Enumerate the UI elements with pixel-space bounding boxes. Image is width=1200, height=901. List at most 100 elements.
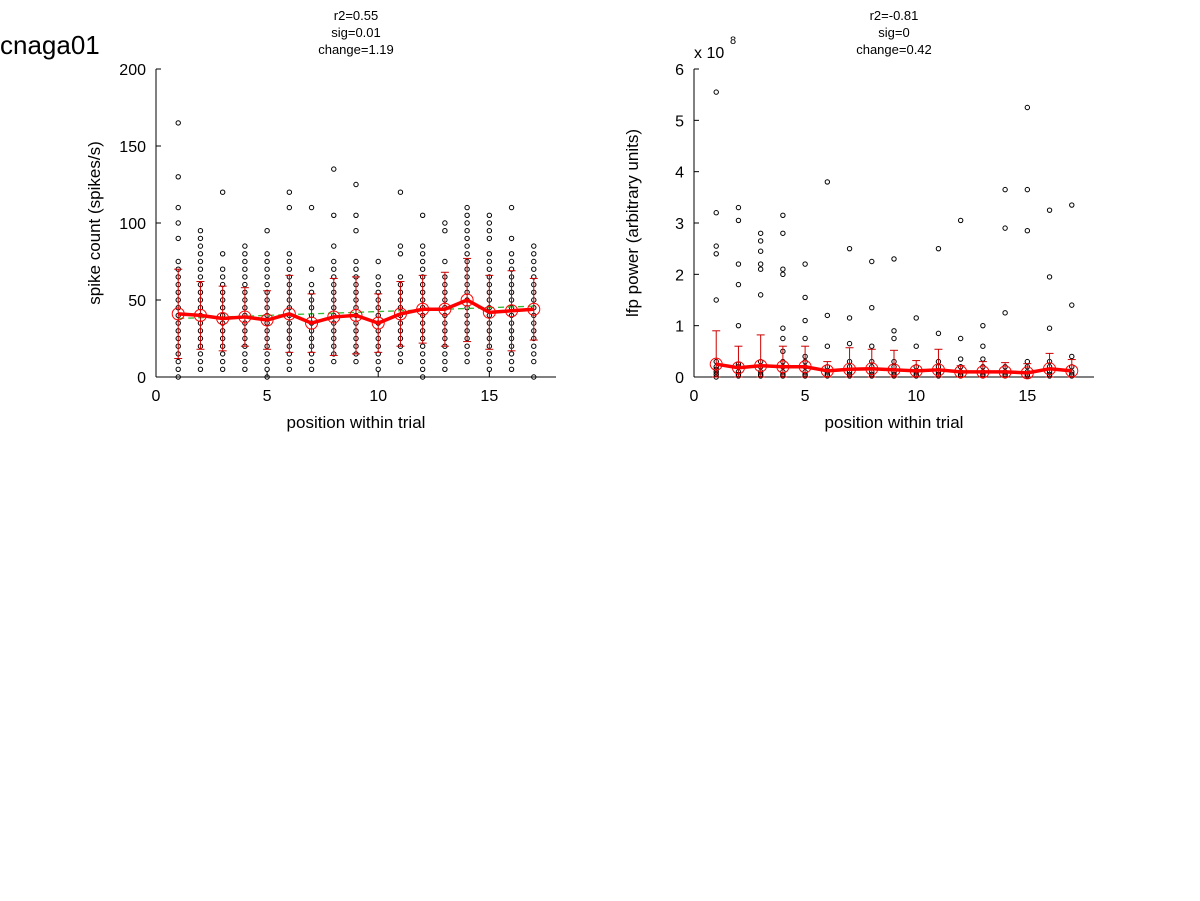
data-point bbox=[286, 258, 293, 265]
data-point bbox=[419, 358, 426, 365]
data-point bbox=[531, 243, 537, 249]
data-point bbox=[264, 251, 270, 257]
data-point bbox=[891, 256, 897, 262]
data-point bbox=[464, 220, 470, 226]
data-point bbox=[219, 274, 226, 280]
data-point bbox=[869, 258, 875, 265]
data-point bbox=[419, 374, 426, 380]
data-point bbox=[375, 281, 381, 288]
data-point bbox=[264, 228, 270, 234]
data-point bbox=[891, 328, 897, 334]
data-point bbox=[824, 312, 831, 319]
data-point bbox=[353, 266, 359, 272]
data-point bbox=[419, 343, 426, 349]
data-point bbox=[242, 366, 248, 372]
data-point bbox=[308, 281, 315, 288]
data-point bbox=[757, 248, 764, 254]
data-point bbox=[242, 351, 248, 357]
mean-marker bbox=[527, 302, 541, 316]
data-point bbox=[531, 266, 537, 272]
y-tick-label: 0 bbox=[675, 370, 684, 387]
data-point bbox=[442, 351, 448, 357]
mean-marker bbox=[976, 365, 990, 379]
data-point bbox=[331, 266, 337, 272]
mean-marker bbox=[371, 316, 385, 330]
data-point bbox=[353, 181, 359, 188]
data-point bbox=[419, 351, 426, 357]
data-point bbox=[197, 358, 204, 365]
data-point bbox=[397, 189, 404, 195]
mean-marker bbox=[887, 363, 901, 377]
mean-marker bbox=[909, 364, 923, 378]
data-point bbox=[264, 358, 270, 365]
y-tick-label: 4 bbox=[675, 165, 684, 182]
data-point bbox=[197, 251, 204, 257]
data-point bbox=[780, 271, 786, 278]
data-point bbox=[197, 235, 204, 242]
data-point bbox=[713, 251, 719, 257]
mean-marker bbox=[171, 307, 185, 321]
data-point bbox=[1002, 225, 1008, 231]
data-point bbox=[486, 358, 493, 365]
data-point bbox=[219, 266, 226, 272]
data-point bbox=[397, 351, 404, 357]
data-point bbox=[464, 351, 470, 357]
data-point bbox=[175, 220, 181, 226]
data-point bbox=[913, 343, 919, 349]
data-point bbox=[175, 204, 181, 211]
data-point bbox=[197, 258, 204, 265]
data-point bbox=[757, 238, 764, 244]
data-point bbox=[869, 305, 875, 311]
scale-exponent: 8 bbox=[730, 35, 736, 47]
data-point bbox=[264, 366, 270, 372]
data-point bbox=[242, 258, 248, 265]
data-point bbox=[219, 251, 226, 257]
data-point bbox=[735, 217, 742, 224]
data-point bbox=[846, 245, 853, 252]
data-point bbox=[175, 258, 181, 265]
data-point bbox=[464, 358, 470, 365]
y-tick-label: 100 bbox=[119, 216, 146, 233]
data-point bbox=[913, 315, 919, 321]
data-point bbox=[508, 366, 515, 372]
mean-marker bbox=[998, 365, 1012, 379]
data-point bbox=[219, 351, 226, 357]
data-point bbox=[757, 261, 764, 267]
data-point bbox=[331, 166, 337, 172]
data-point bbox=[713, 297, 719, 303]
data-point bbox=[242, 358, 248, 365]
data-point bbox=[757, 266, 764, 272]
mean-marker bbox=[349, 308, 363, 322]
mean-marker bbox=[416, 302, 430, 316]
data-point bbox=[531, 258, 537, 265]
data-point bbox=[780, 266, 786, 272]
data-point bbox=[353, 258, 359, 265]
data-point bbox=[264, 266, 270, 272]
data-point bbox=[486, 251, 493, 257]
mean-marker bbox=[327, 310, 341, 324]
data-point bbox=[331, 243, 337, 249]
data-point bbox=[486, 351, 493, 357]
data-point bbox=[197, 266, 204, 272]
x-tick-label: 10 bbox=[369, 388, 387, 405]
data-point bbox=[397, 243, 404, 249]
data-point bbox=[442, 228, 448, 234]
data-point bbox=[464, 235, 470, 242]
mean-marker bbox=[931, 363, 945, 377]
data-point bbox=[442, 366, 448, 372]
data-point bbox=[242, 243, 248, 249]
mean-marker bbox=[438, 302, 452, 316]
mean-marker bbox=[238, 310, 252, 324]
data-point bbox=[464, 212, 470, 219]
data-point bbox=[464, 228, 470, 234]
data-point bbox=[242, 266, 248, 272]
mean-marker bbox=[482, 305, 496, 319]
mean-marker bbox=[1043, 362, 1057, 376]
data-point bbox=[780, 325, 786, 331]
y-tick-label: 150 bbox=[119, 139, 146, 156]
x-tick-label: 0 bbox=[152, 388, 161, 405]
stat-text: change=0.42 bbox=[856, 42, 932, 57]
data-point bbox=[1024, 104, 1031, 111]
data-point bbox=[824, 179, 831, 185]
y-tick-label: 200 bbox=[119, 62, 146, 79]
